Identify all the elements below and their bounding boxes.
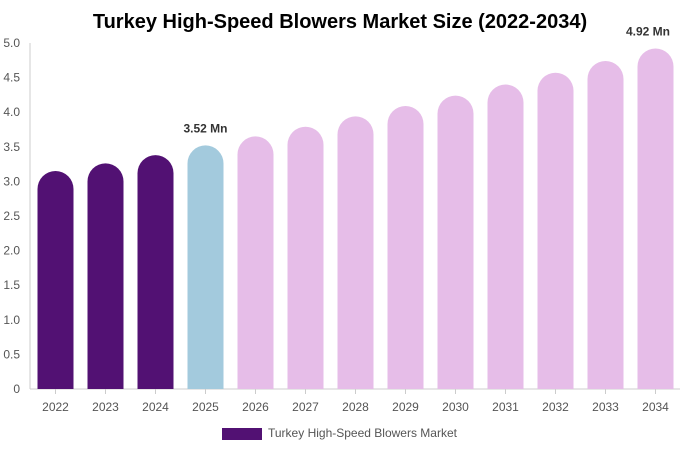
- y-tick-label: 3.5: [3, 140, 20, 154]
- y-tick-label: 4.0: [3, 105, 20, 119]
- legend-label: Turkey High-Speed Blowers Market: [268, 426, 458, 440]
- x-axis: 2022 2023 2024 2025 2026 2027 2028 2029 2030 2031…: [30, 388, 680, 414]
- x-tick-label: 2023: [92, 400, 119, 414]
- x-tick-label: 2033: [592, 400, 619, 414]
- y-tick-label: 1.5: [3, 278, 20, 292]
- bar-2022[interactable]: [37, 171, 74, 389]
- data-label-group: 3.52 Mn 4.92 Mn: [183, 25, 670, 136]
- bar-2029[interactable]: [387, 105, 424, 390]
- x-tick-label: 2025: [192, 400, 219, 414]
- x-tick-label: 2030: [442, 400, 469, 414]
- x-tick-label: 2031: [492, 400, 519, 414]
- bar-group: [37, 48, 674, 390]
- bar-2030[interactable]: [437, 95, 474, 389]
- chart-title: Turkey High-Speed Blowers Market Size (2…: [93, 11, 587, 33]
- x-tick-label: 2029: [392, 400, 419, 414]
- bar-2034[interactable]: [637, 48, 674, 389]
- x-tick-label: 2024: [142, 400, 169, 414]
- bar-2032[interactable]: [537, 72, 574, 390]
- bar-2023[interactable]: [87, 163, 124, 389]
- x-tick-label: 2026: [242, 400, 269, 414]
- x-tick-label: 2034: [642, 400, 669, 414]
- y-axis: 0 0.5 1.0 1.5 2.0 2.5 3.0 3.5 4.0 4.5 5.0: [3, 36, 31, 396]
- bar-2033[interactable]: [587, 60, 624, 389]
- y-tick-label: 0.5: [3, 347, 20, 361]
- bar-2031[interactable]: [487, 84, 524, 390]
- y-tick-label: 2.0: [3, 244, 20, 258]
- x-tick-label: 2032: [542, 400, 569, 414]
- y-tick-label: 3.0: [3, 174, 20, 188]
- data-label-2034: 4.92 Mn: [626, 25, 670, 39]
- y-tick-label: 0: [13, 382, 20, 396]
- bar-2027[interactable]: [287, 126, 324, 389]
- bar-2025[interactable]: [187, 145, 224, 389]
- y-tick-label: 2.5: [3, 209, 20, 223]
- x-tick-label: 2028: [342, 400, 369, 414]
- x-tick-label: 2022: [42, 400, 69, 414]
- y-tick-label: 1.0: [3, 313, 20, 327]
- data-label-2025: 3.52 Mn: [183, 121, 227, 135]
- y-tick-label: 5.0: [3, 36, 20, 50]
- x-tick-label: 2027: [292, 400, 319, 414]
- legend[interactable]: Turkey High-Speed Blowers Market: [222, 426, 458, 440]
- bar-2024[interactable]: [137, 155, 174, 389]
- bar-2026[interactable]: [237, 136, 274, 389]
- y-tick-label: 4.5: [3, 71, 20, 85]
- bar-2028[interactable]: [337, 116, 374, 390]
- legend-swatch: [222, 428, 262, 440]
